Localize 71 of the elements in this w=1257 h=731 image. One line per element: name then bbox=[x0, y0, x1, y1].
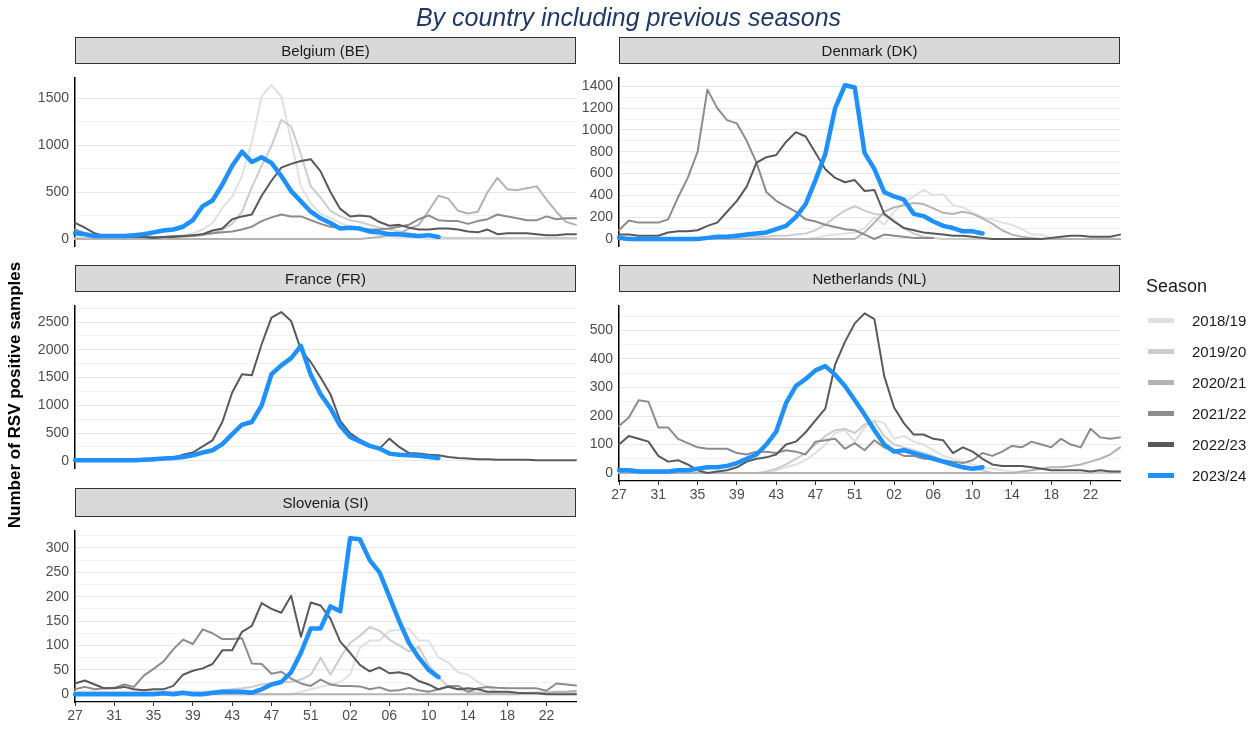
y-tick-label: 250 bbox=[45, 563, 70, 580]
y-tick-label: 400 bbox=[589, 349, 614, 366]
y-tick-label: 0 bbox=[605, 463, 614, 480]
y-tick-label: 1500 bbox=[37, 89, 70, 106]
legend-label: 2020/21 bbox=[1192, 374, 1247, 391]
x-tick-label: 22 bbox=[1082, 486, 1099, 503]
x-tick-label: 39 bbox=[729, 486, 745, 503]
y-axis-title: Number of RSV positive samples bbox=[5, 261, 25, 529]
x-tick-label: 47 bbox=[263, 707, 280, 724]
y-tick-label: 1500 bbox=[37, 368, 70, 385]
y-tick-label: 0 bbox=[61, 685, 70, 702]
y-tick-label: 50 bbox=[53, 660, 70, 677]
x-tick-label: 14 bbox=[460, 707, 476, 724]
x-tick-label: 43 bbox=[768, 486, 785, 503]
legend-label: 2022/23 bbox=[1192, 436, 1247, 453]
y-tick-label: 2000 bbox=[37, 340, 70, 357]
chart-title: Slovenia (SI) bbox=[75, 488, 576, 517]
y-tick-label: 600 bbox=[589, 164, 614, 181]
chart-title: France (FR) bbox=[75, 265, 576, 292]
y-tick-label: 200 bbox=[45, 587, 70, 604]
x-tick-label: 14 bbox=[1004, 486, 1020, 503]
x-tick-label: 47 bbox=[807, 486, 824, 503]
y-tick-label: 300 bbox=[589, 378, 614, 395]
y-tick-label: 1000 bbox=[581, 120, 614, 137]
y-tick-label: 500 bbox=[45, 423, 70, 440]
legend-title: Season bbox=[1146, 276, 1209, 297]
legend-label: 2018/19 bbox=[1192, 312, 1247, 329]
x-tick-label: 35 bbox=[145, 707, 162, 724]
legend-label: 2021/22 bbox=[1192, 405, 1247, 422]
x-tick-label: 10 bbox=[420, 707, 437, 724]
x-tick-label: 27 bbox=[67, 707, 83, 724]
y-tick-label: 1000 bbox=[37, 396, 70, 413]
y-tick-label: 800 bbox=[589, 142, 614, 159]
y-tick-label: 200 bbox=[589, 208, 614, 225]
x-tick-label: 35 bbox=[689, 486, 706, 503]
y-tick-label: 1200 bbox=[581, 99, 614, 115]
y-tick-label: 1000 bbox=[37, 135, 70, 152]
x-tick-label: 27 bbox=[611, 486, 627, 503]
y-tick-label: 400 bbox=[589, 186, 614, 203]
x-tick-label: 06 bbox=[381, 707, 398, 724]
x-tick-label: 39 bbox=[185, 707, 201, 724]
x-tick-label: 06 bbox=[925, 486, 942, 503]
legend-label: 2019/20 bbox=[1192, 343, 1247, 360]
x-tick-label: 31 bbox=[106, 707, 123, 724]
y-tick-label: 0 bbox=[61, 229, 70, 246]
chart-title: Belgium (BE) bbox=[75, 37, 576, 64]
y-tick-label: 500 bbox=[589, 321, 614, 338]
x-tick-label: 22 bbox=[538, 707, 555, 724]
x-tick-label: 02 bbox=[886, 486, 903, 503]
x-tick-label: 18 bbox=[1043, 486, 1060, 503]
x-tick-label: 43 bbox=[224, 707, 241, 724]
x-tick-label: 18 bbox=[499, 707, 516, 724]
x-tick-label: 02 bbox=[342, 707, 359, 724]
chart-title: Denmark (DK) bbox=[619, 37, 1120, 64]
y-tick-label: 100 bbox=[589, 435, 614, 452]
y-tick-label: 500 bbox=[45, 182, 70, 199]
y-tick-label: 300 bbox=[45, 538, 70, 555]
y-tick-label: 200 bbox=[589, 406, 614, 423]
legend-label: 2023/24 bbox=[1192, 467, 1247, 484]
chart-title: Netherlands (NL) bbox=[619, 265, 1120, 292]
y-tick-label: 0 bbox=[605, 229, 614, 246]
text: By country including previous seasons bbox=[414, 3, 843, 32]
y-tick-label: 0 bbox=[61, 451, 70, 468]
y-tick-label: 2500 bbox=[37, 312, 70, 329]
y-tick-label: 1400 bbox=[581, 77, 614, 94]
x-tick-label: 51 bbox=[302, 707, 319, 724]
x-tick-label: 31 bbox=[650, 486, 667, 503]
y-tick-label: 150 bbox=[45, 611, 70, 628]
x-tick-label: 51 bbox=[846, 486, 863, 503]
x-tick-label: 10 bbox=[964, 486, 981, 503]
y-tick-label: 100 bbox=[45, 636, 70, 653]
